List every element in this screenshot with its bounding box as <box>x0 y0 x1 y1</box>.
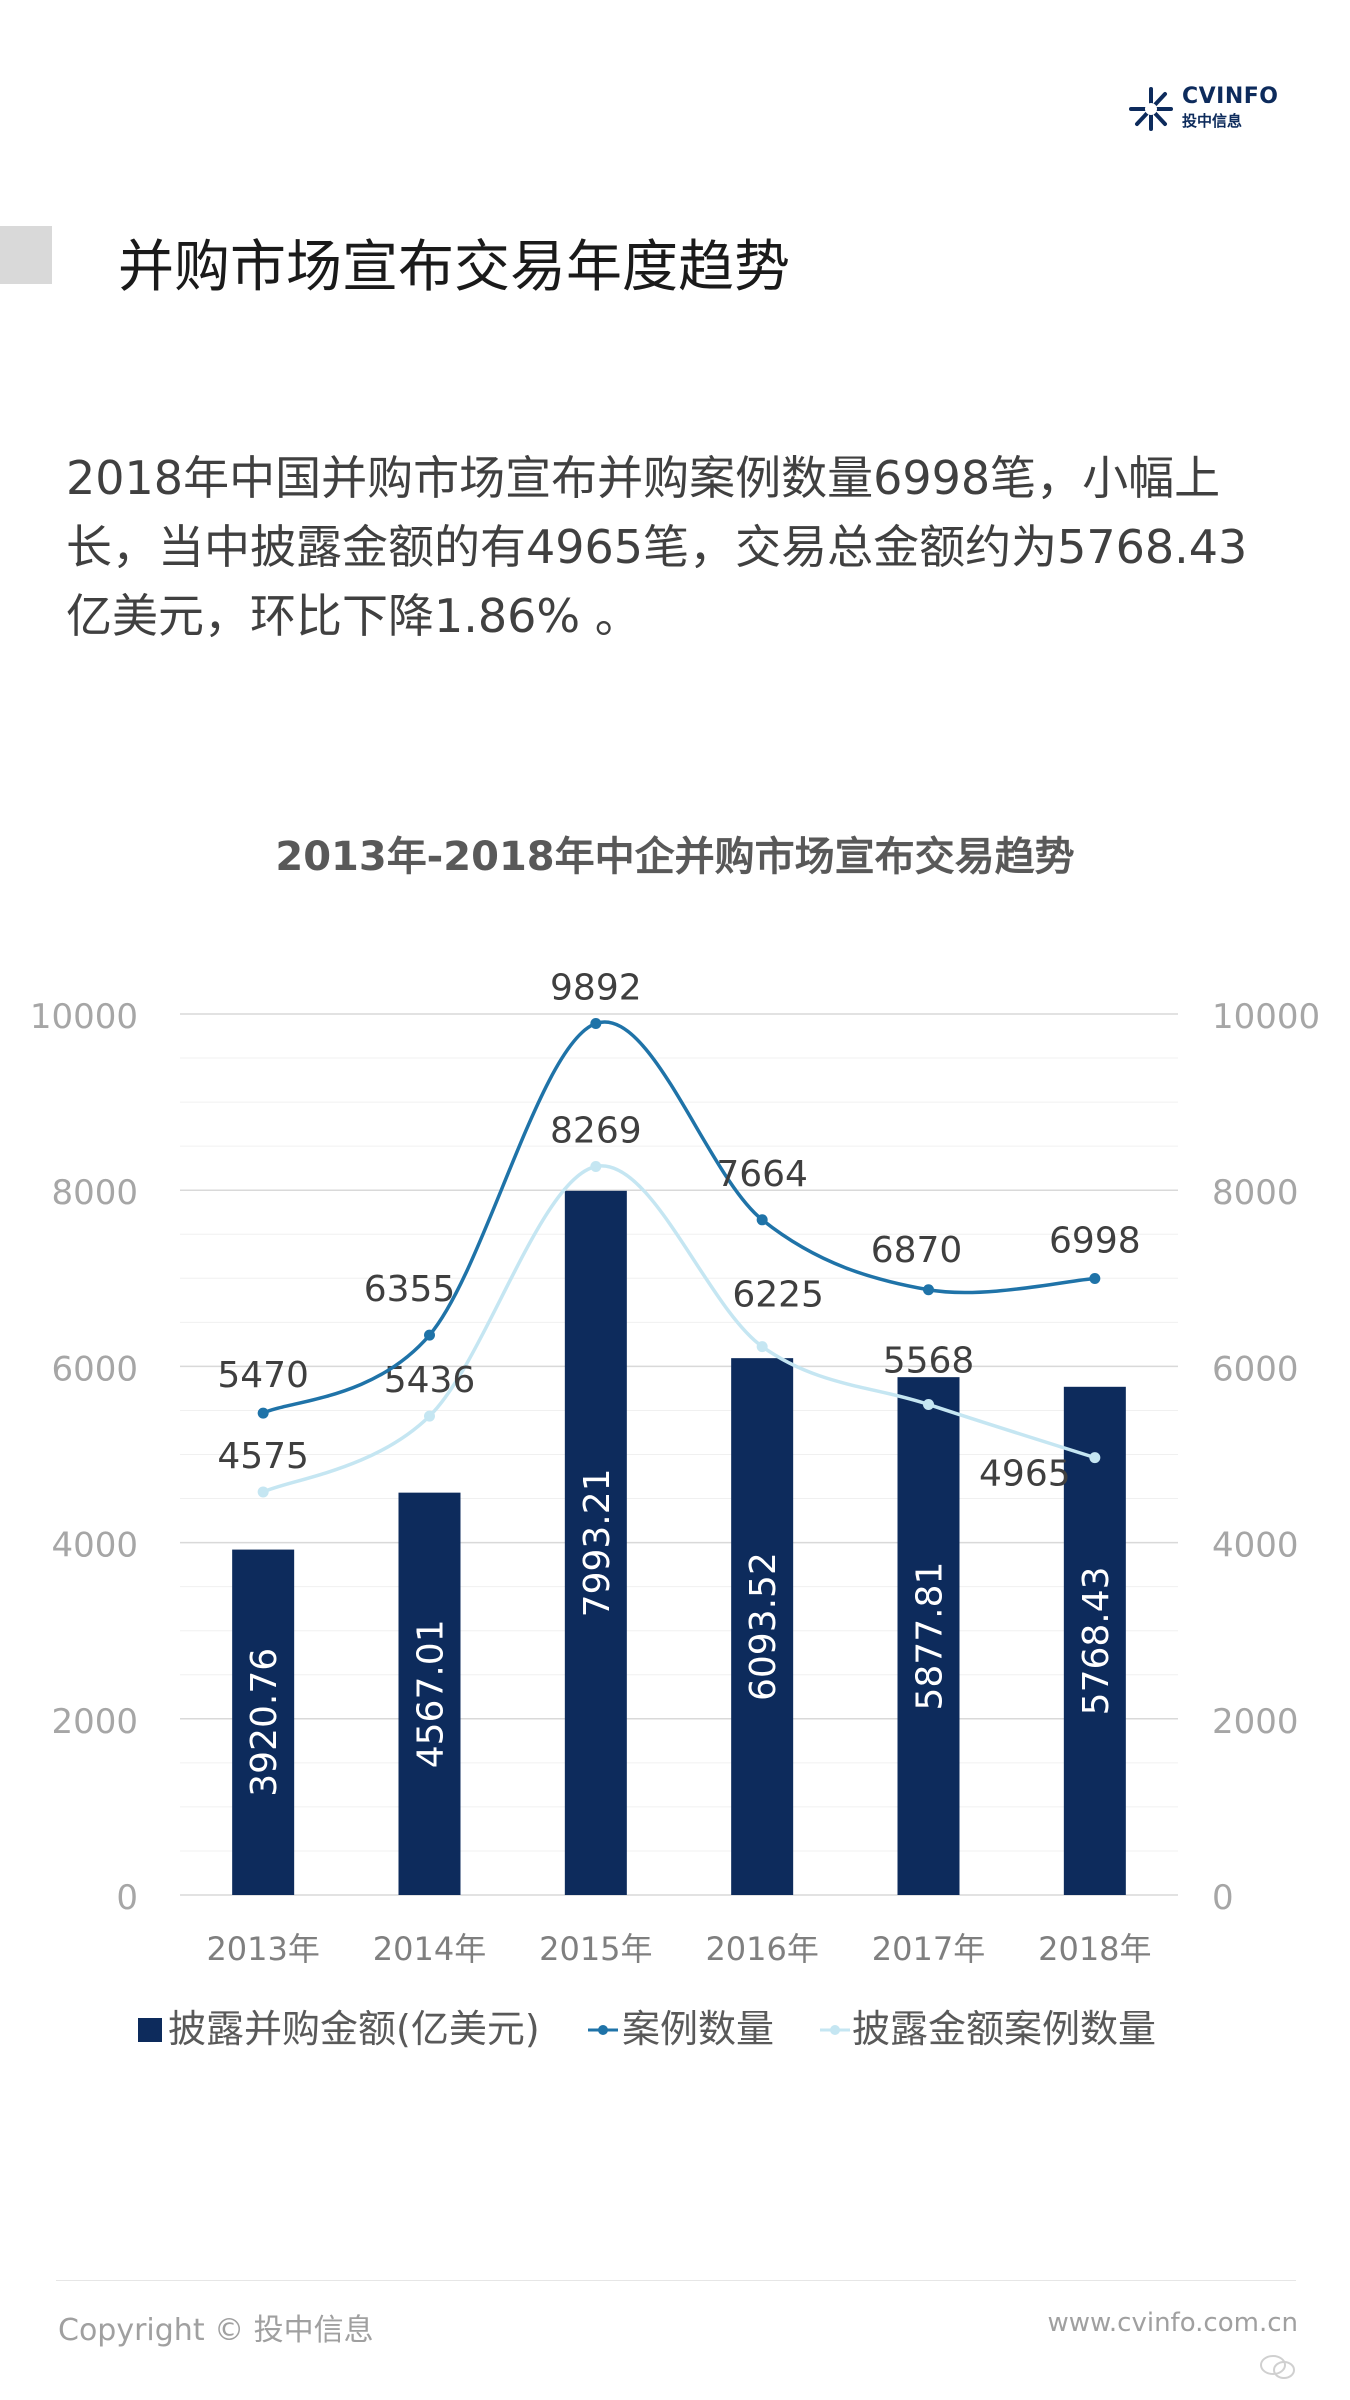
footer-divider <box>56 2280 1296 2281</box>
page-title: 并购市场宣布交易年度趋势 <box>118 235 790 300</box>
y2-axis-tick-label: 0 <box>1212 1878 1234 1918</box>
y-axis-tick-label: 4000 <box>51 1526 138 1566</box>
y-axis-tick-label: 10000 <box>30 997 138 1037</box>
case-count-label: 9892 <box>550 968 642 1009</box>
bar <box>232 1549 295 1895</box>
bar-data-label: 3920.76 <box>244 1648 285 1797</box>
case-count-point <box>257 1407 269 1419</box>
bar-data-label: 4567.01 <box>411 1619 452 1768</box>
wechat-watermark-icon <box>1260 2355 1295 2379</box>
disclosed-case-line <box>262 1164 1096 1494</box>
y2-axis-tick-label: 10000 <box>1212 997 1320 1037</box>
case-count-point <box>756 1214 768 1226</box>
bar <box>731 1358 794 1895</box>
y2-axis-tick-label: 2000 <box>1212 1702 1299 1742</box>
legend-label: 披露金额案例数量 <box>852 2007 1156 2051</box>
disclosed-case-label: 8269 <box>550 1111 642 1152</box>
brand-name: CVINFO <box>1182 84 1279 109</box>
case-count-point <box>424 1329 435 1341</box>
cvinfo-logo: CVINFO 投中信息 <box>1128 84 1278 134</box>
disclosed-case-point <box>756 1341 768 1353</box>
bar <box>564 1190 627 1895</box>
case-count-point <box>590 1018 602 1030</box>
legend-swatch-marker <box>598 2025 608 2035</box>
bar-data-label: 5768.43 <box>1076 1566 1117 1715</box>
title-accent-bar <box>0 226 52 284</box>
x-axis-tick-label: 2014年 <box>373 1930 486 1968</box>
x-axis-tick-label: 2013年 <box>206 1930 319 1968</box>
chart-title: 2013年-2018年中企并购市场宣布交易趋势 <box>275 834 1074 880</box>
case-count-label: 6870 <box>871 1230 963 1271</box>
y-axis-tick-label: 0 <box>116 1878 138 1918</box>
y2-axis-tick-label: 8000 <box>1212 1173 1299 1213</box>
legend-swatch-bar <box>138 2018 162 2042</box>
trend-chart: 2013年-2018年中企并购市场宣布交易趋势 0 2000 4000 6000 8000… <box>30 834 1320 2051</box>
x-axis-tick-label: 2015年 <box>539 1930 652 1968</box>
x-axis-tick-label: 2016年 <box>705 1930 818 1968</box>
case-count-label: 7664 <box>716 1154 808 1195</box>
disclosed-case-label: 4575 <box>217 1436 309 1477</box>
disclosed-case-label: 6225 <box>732 1275 824 1316</box>
summary-text: 2018年中国并购市场宣布并购案例数量6998笔，小幅上长，当中披露金额的有49… <box>66 451 1248 643</box>
case-count-label: 5470 <box>217 1355 309 1396</box>
bar <box>398 1492 461 1895</box>
y-axis-tick-label: 6000 <box>51 1349 138 1389</box>
disclosed-case-label: 5436 <box>384 1360 476 1401</box>
bar <box>897 1377 960 1895</box>
bar-data-label: 6093.52 <box>743 1552 784 1701</box>
disclosed-case-point <box>257 1486 269 1498</box>
y2-axis-tick-label: 6000 <box>1212 1349 1299 1389</box>
cvinfo-logo-icon <box>1129 87 1173 131</box>
y-axis-tick-label: 8000 <box>51 1173 138 1213</box>
x-axis-tick-label: 2018年 <box>1038 1930 1151 1968</box>
brand-sub: 投中信息 <box>1182 112 1243 130</box>
disclosed-case-point <box>923 1398 934 1410</box>
case-count-label: 6998 <box>1049 1220 1141 1261</box>
website-link[interactable]: www.cvinfo.com.cn <box>1047 2308 1299 2338</box>
legend-swatch-marker <box>830 2025 840 2035</box>
case-count-point <box>1089 1272 1101 1284</box>
disclosed-case-point <box>424 1410 435 1422</box>
disclosed-case-label: 5568 <box>883 1340 975 1381</box>
disclosed-case-point <box>590 1161 602 1173</box>
legend-label: 案例数量 <box>622 2007 774 2051</box>
case-count-point <box>923 1284 934 1296</box>
y2-axis-tick-label: 4000 <box>1212 1526 1299 1566</box>
bar-data-label: 7993.21 <box>577 1468 618 1617</box>
x-axis-tick-label: 2017年 <box>872 1930 985 1968</box>
copyright-text: Copyright © 投中信息 <box>58 2313 374 2348</box>
bar <box>1063 1386 1126 1895</box>
y-axis-tick-label: 2000 <box>51 1702 138 1742</box>
disclosed-case-label: 4965 <box>979 1454 1071 1495</box>
bar-data-label: 5877.81 <box>910 1562 951 1711</box>
case-count-label: 6355 <box>364 1269 456 1310</box>
legend-label: 披露并购金额(亿美元) <box>168 2007 540 2051</box>
disclosed-case-point <box>1089 1452 1101 1464</box>
